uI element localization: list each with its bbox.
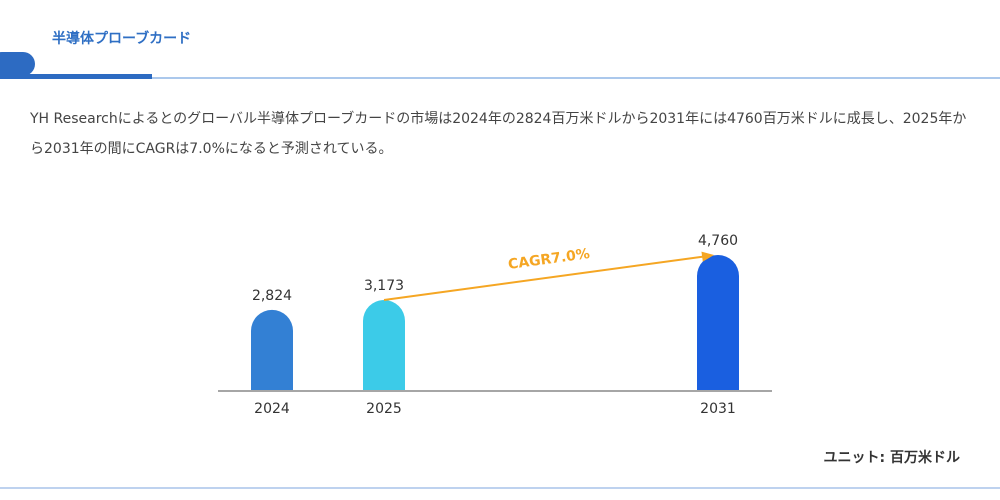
- section-title: 半導体プローブカード: [52, 31, 192, 47]
- bar: [363, 300, 405, 390]
- x-tick-label: 2025: [366, 401, 402, 417]
- header-tab: [0, 52, 35, 76]
- cagr-arrowhead: [701, 251, 714, 262]
- unit-label: ユニット: 百万米ドル: [824, 449, 960, 466]
- description: YH Researchによるとのグローバル半導体プローブカードの市場は2024年…: [30, 111, 967, 157]
- x-tick-label: 2031: [700, 401, 736, 417]
- cagr-label: CAGR7.0%: [507, 246, 591, 273]
- cagr-arrow: [383, 255, 707, 302]
- header-underline: [0, 74, 152, 79]
- value-label: 3,173: [364, 278, 404, 294]
- value-label: 2,824: [252, 288, 292, 304]
- x-tick-label: 2024: [254, 401, 290, 417]
- bar: [251, 309, 293, 390]
- bar: [697, 255, 739, 390]
- value-label: 4,760: [698, 233, 738, 249]
